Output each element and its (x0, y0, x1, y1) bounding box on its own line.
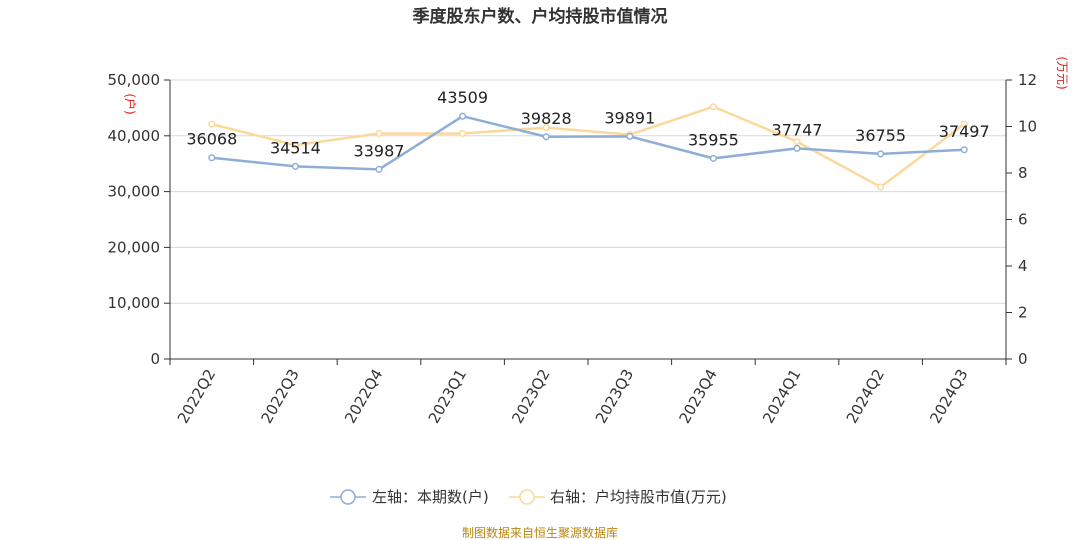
point-left (208, 154, 216, 162)
x-tick-label: 2023Q1 (425, 366, 470, 427)
right-tick-label: 6 (1018, 211, 1028, 229)
legend[interactable]: 左轴：本期数(户) 右轴：户均持股市值(万元) (330, 488, 727, 506)
data-labels: 36068 34514 33987 43509 39828 39891 35955 37747… (186, 88, 989, 160)
series-line-left (211, 114, 965, 171)
legend-label-left: 左轴：本期数(户) (372, 488, 489, 506)
data-label: 37497 (939, 122, 990, 141)
x-tick-label: 2022Q4 (341, 366, 386, 427)
source-note: 制图数据来自恒生聚源数据库 (462, 525, 618, 540)
point-right (375, 129, 383, 138)
point-left (291, 162, 299, 170)
point-right (709, 103, 717, 111)
right-tick-label: 4 (1018, 257, 1028, 275)
chart-title: 季度股东户数、户均持股市值情况 (413, 6, 668, 27)
series-layer (208, 103, 968, 191)
legend-label-right: 右轴：户均持股市值(万元) (550, 488, 727, 506)
data-label: 39828 (521, 109, 572, 128)
right-tick-label: 0 (1018, 350, 1028, 368)
legend-item-left-series[interactable]: 左轴：本期数(户) (330, 488, 489, 506)
grid (170, 79, 1006, 304)
left-tick-label: 30,000 (108, 183, 161, 201)
left-axis-ticks: 0 10,000 20,000 30,000 40,000 50,000 (108, 71, 170, 368)
point-left (459, 112, 467, 120)
x-tick-label: 2023Q2 (508, 366, 553, 427)
x-tick-label: 2022Q2 (174, 366, 219, 427)
right-tick-label: 2 (1018, 304, 1028, 322)
data-label: 34514 (270, 138, 321, 157)
point-right (542, 124, 550, 132)
left-axis-unit: (户) (123, 93, 138, 114)
data-label: 36755 (855, 126, 906, 145)
data-label: 36068 (186, 130, 237, 149)
left-tick-label: 0 (150, 350, 160, 368)
data-label: 43509 (437, 88, 488, 107)
left-tick-label: 20,000 (108, 238, 161, 256)
series-line-right (211, 105, 965, 189)
point-left (626, 132, 634, 140)
point-left (793, 144, 801, 152)
data-label: 33987 (354, 141, 405, 160)
left-tick-label: 50,000 (108, 71, 161, 89)
point-right (960, 120, 968, 128)
point-right (877, 183, 885, 191)
right-tick-label: 8 (1018, 164, 1028, 182)
point-left (960, 146, 968, 154)
point-right (793, 138, 801, 146)
x-tick-label: 2024Q2 (843, 366, 888, 427)
x-axis-ticks: 2022Q2 2022Q3 2022Q4 2023Q1 2023Q2 2023Q3 2023… (169, 359, 1007, 427)
point-left (375, 165, 383, 173)
left-tick-label: 40,000 (108, 127, 161, 145)
legend-marker-right (519, 489, 535, 505)
x-tick-label: 2023Q3 (592, 366, 637, 427)
right-tick-label: 12 (1018, 71, 1037, 89)
data-label: 35955 (688, 130, 739, 149)
right-tick-label: 10 (1018, 118, 1037, 136)
left-tick-label: 10,000 (108, 294, 161, 312)
point-right (208, 120, 216, 128)
data-label: 37747 (772, 120, 823, 139)
point-right (459, 129, 467, 138)
right-axis-ticks: 0 2 4 6 8 10 12 (1006, 71, 1037, 368)
right-axis-unit: (万元) (1055, 56, 1069, 89)
x-tick-label: 2024Q3 (926, 366, 971, 427)
point-right (291, 141, 299, 149)
point-left (709, 154, 717, 162)
point-left (542, 133, 550, 141)
legend-marker-left (340, 489, 356, 505)
data-label: 39891 (604, 108, 655, 127)
point-left (877, 150, 885, 158)
x-tick-label: 2024Q1 (759, 366, 804, 427)
legend-item-right-series[interactable]: 右轴：户均持股市值(万元) (509, 488, 727, 506)
x-tick-label: 2022Q3 (258, 366, 303, 427)
x-tick-label: 2023Q4 (676, 366, 721, 427)
